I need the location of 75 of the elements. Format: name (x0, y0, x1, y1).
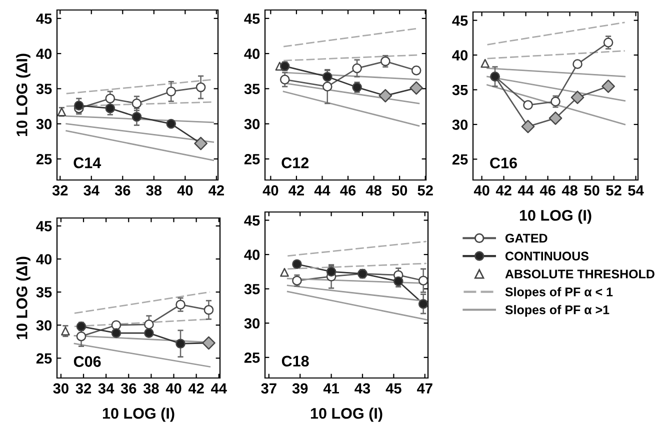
x-tick-label: 36 (114, 185, 130, 196)
x-tick-label: 40 (262, 185, 278, 196)
x-axis-title: 10 LOG (I) (520, 210, 592, 224)
y-tick-label: 40 (36, 254, 52, 264)
x-tick-label: 42 (496, 185, 512, 196)
x-tick-label: 47 (416, 383, 432, 394)
x-tick-label: 44 (314, 185, 330, 196)
x-tick-label: 39 (292, 383, 308, 394)
y-tick-label: 40 (36, 48, 52, 59)
y-tick-label: 40 (244, 48, 260, 59)
x-tick-label: 54 (628, 185, 644, 196)
y-tick-label: 35 (452, 84, 468, 96)
x-tick-label: 45 (386, 383, 402, 394)
y-tick-label: 45 (36, 221, 52, 232)
x-tick-label: 40 (166, 383, 182, 394)
y-tick-label: 35 (36, 287, 52, 298)
y-axis-title: 10 LOG (ΔI) (16, 256, 30, 340)
x-tick-label: 38 (143, 383, 159, 394)
x-axis-title: 10 LOG (I) (310, 408, 382, 422)
y-tick-label: 45 (452, 16, 468, 26)
x-tick-label: 38 (146, 185, 162, 196)
x-tick-label: 48 (562, 185, 578, 196)
y-tick-label: 40 (452, 50, 468, 60)
x-tick-label: 46 (340, 185, 356, 196)
x-tick-label: 34 (84, 185, 100, 196)
x-tick-label: 44 (518, 185, 534, 196)
legend-label: ABSOLUTE THRESHOLD (505, 270, 654, 278)
y-tick-label: 25 (36, 154, 52, 164)
y-tick-label: 45 (36, 14, 52, 24)
legend-label: GATED (505, 234, 548, 243)
x-tick-label: 42 (188, 383, 204, 394)
x-tick-label: 48 (366, 185, 382, 196)
x-tick-label: 36 (120, 383, 136, 394)
y-tick-label: 30 (244, 118, 260, 130)
y-tick-label: 25 (452, 154, 468, 165)
annotation: C06 (74, 356, 101, 367)
y-axis-title: 10 LOG (ΔI) (16, 54, 30, 136)
x-tick-label: 44 (210, 383, 227, 394)
annotation: C14 (74, 157, 102, 168)
x-axis-title: 10 LOG (I) (102, 408, 174, 422)
x-tick-label: 52 (418, 185, 433, 196)
x-tick-label: 37 (261, 383, 276, 394)
x-tick-label: 50 (584, 185, 600, 196)
x-tick-label: 43 (354, 383, 370, 394)
y-tick-label: 25 (36, 353, 52, 364)
y-tick-label: 35 (244, 84, 260, 94)
y-tick-label: 30 (244, 318, 260, 329)
annotation: C16 (490, 158, 517, 168)
x-tick-label: 30 (53, 383, 68, 394)
y-tick-label: 25 (244, 352, 260, 363)
y-tick-label: 35 (36, 84, 52, 94)
y-tick-label: 35 (244, 284, 260, 294)
x-tick-label: 41 (323, 383, 339, 394)
y-tick-label: 25 (244, 154, 260, 164)
y-tick-label: 30 (36, 118, 52, 130)
y-tick-label: 30 (452, 120, 468, 130)
x-tick-label: 52 (606, 185, 622, 196)
y-tick-label: 40 (244, 250, 260, 260)
x-tick-label: 32 (76, 383, 92, 394)
x-tick-label: 46 (540, 185, 556, 196)
x-tick-label: 32 (52, 185, 68, 196)
y-tick-label: 30 (36, 320, 52, 331)
x-tick-label: 34 (98, 383, 114, 394)
x-tick-label: 40 (474, 185, 490, 196)
x-tick-label: 42 (208, 185, 224, 196)
annotation: C18 (282, 356, 309, 367)
annotation: C12 (282, 157, 309, 168)
y-tick-label: 45 (244, 14, 260, 24)
x-tick-label: 40 (177, 185, 193, 196)
x-tick-label: 50 (392, 185, 408, 196)
legend-label: Slopes of PF α < 1 (505, 287, 613, 299)
legend-label: Slopes of PF α >1 (505, 305, 610, 317)
x-tick-label: 42 (288, 185, 304, 196)
legend-label: CONTINUOUS (505, 252, 588, 261)
y-tick-label: 45 (244, 215, 260, 226)
